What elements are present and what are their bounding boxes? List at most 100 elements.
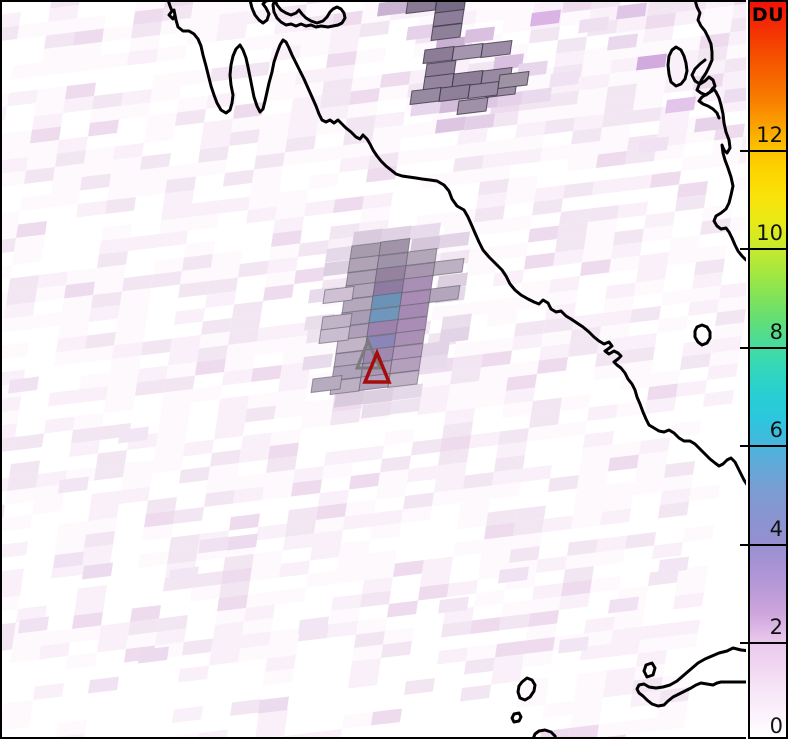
data-cell	[210, 65, 241, 82]
data-cell	[287, 122, 318, 139]
data-cell	[51, 177, 82, 194]
data-cell	[417, 353, 448, 371]
data-cell	[239, 61, 270, 79]
data-cell	[146, 112, 177, 130]
data-cell	[647, 2, 678, 16]
data-cell	[553, 249, 584, 266]
data-cell	[542, 515, 573, 533]
data-cell	[541, 330, 572, 347]
data-cell	[329, 223, 360, 240]
data-cell	[474, 590, 505, 607]
data-cell	[335, 567, 366, 584]
data-cell	[591, 2, 621, 10]
data-cell	[543, 316, 574, 334]
data-cell	[405, 2, 437, 15]
data-cell	[478, 178, 509, 196]
island-outline	[693, 323, 712, 347]
data-cell	[198, 536, 229, 554]
data-cell	[393, 560, 424, 577]
data-cell	[723, 87, 746, 104]
data-cell	[637, 451, 668, 468]
data-cell	[2, 437, 15, 452]
data-cell	[584, 232, 615, 249]
data-cell	[547, 289, 578, 307]
data-cell	[158, 416, 189, 433]
data-cell	[597, 721, 628, 737]
data-cell	[2, 396, 21, 413]
data-cell	[238, 645, 269, 662]
data-cell	[624, 346, 655, 364]
data-cell	[291, 479, 322, 497]
data-cell	[370, 138, 401, 156]
data-cell	[102, 25, 133, 42]
data-cell	[355, 47, 386, 65]
data-cell	[310, 543, 341, 561]
data-cell	[559, 208, 590, 226]
data-cell	[111, 156, 142, 174]
data-cell	[154, 443, 185, 460]
data-cell	[105, 197, 136, 214]
data-cell	[422, 556, 453, 574]
data-cell	[482, 536, 513, 553]
data-cell	[529, 411, 560, 428]
data-cell	[602, 110, 633, 128]
data-cell	[75, 15, 106, 32]
data-cell	[497, 242, 528, 260]
data-cell	[349, 88, 380, 105]
data-cell	[334, 390, 365, 408]
data-cell	[144, 510, 175, 528]
data-cell	[214, 422, 245, 440]
data-cell	[289, 108, 320, 126]
data-cell	[299, 41, 330, 58]
data-cell	[572, 697, 603, 715]
data-cell	[567, 539, 598, 556]
data-cell	[178, 281, 209, 298]
data-cell	[517, 107, 548, 125]
data-cell	[498, 428, 529, 445]
data-cell	[647, 383, 678, 401]
data-cell	[255, 722, 286, 737]
data-cell	[606, 83, 637, 101]
data-cell	[314, 516, 345, 534]
data-cell	[8, 376, 39, 394]
data-cell	[266, 456, 297, 473]
island-outline	[532, 728, 557, 737]
data-cell	[151, 271, 182, 288]
data-cell	[616, 2, 647, 20]
data-cell	[469, 431, 500, 449]
data-cell	[513, 134, 544, 152]
data-cell	[588, 205, 619, 222]
data-cell	[549, 70, 580, 88]
data-cell	[301, 27, 332, 45]
data-cell	[331, 594, 362, 611]
data-cell	[703, 5, 734, 23]
data-cell	[215, 608, 246, 625]
data-cell	[40, 59, 71, 76]
data-cell	[638, 136, 669, 154]
data-cell	[559, 593, 590, 610]
data-cell	[276, 388, 307, 406]
data-cell	[179, 466, 210, 484]
data-cell	[690, 285, 721, 303]
data-cell	[584, 616, 615, 634]
data-cell	[123, 460, 154, 477]
map-panel	[0, 0, 746, 739]
colorbar-tick-label: 0	[769, 714, 783, 738]
data-cell	[39, 642, 70, 660]
data-cell	[218, 395, 249, 413]
data-cell	[136, 180, 167, 197]
colorbar-tick-line	[740, 346, 786, 349]
data-cell	[457, 128, 488, 145]
data-cell	[497, 70, 530, 90]
data-cell	[88, 676, 119, 694]
data-cell	[206, 476, 237, 494]
data-cell	[442, 421, 473, 439]
colorbar-tick-line	[740, 248, 786, 251]
data-cell	[211, 635, 242, 652]
data-cell	[265, 270, 296, 288]
data-cell	[76, 200, 107, 218]
data-cell	[86, 517, 117, 535]
data-cell	[294, 267, 325, 284]
data-cell	[271, 230, 302, 247]
data-cell	[515, 121, 546, 138]
